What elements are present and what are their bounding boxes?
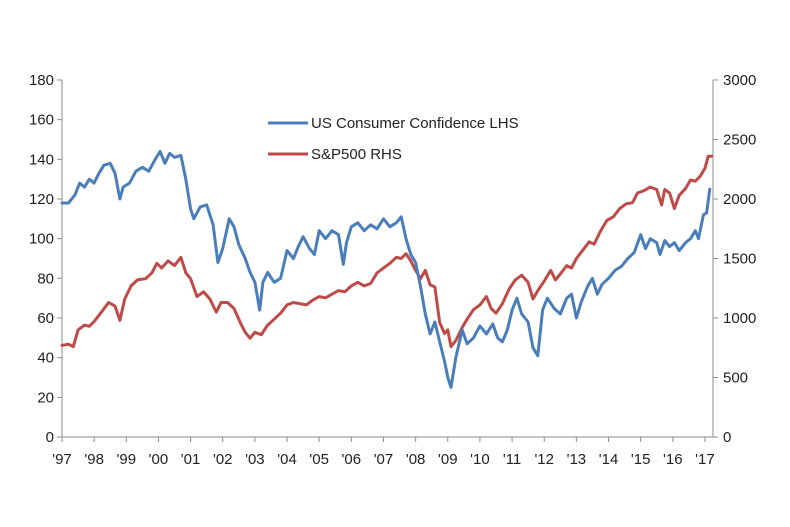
x-tick-label: '09	[438, 451, 458, 468]
right-tick-label: 0	[723, 429, 731, 446]
left-tick-label: 0	[46, 429, 54, 446]
right-tick-label: 500	[723, 370, 748, 387]
right-tick-label: 3000	[723, 72, 756, 89]
left-axis: 0 20 40 60 80 100 120 140 160 180	[29, 72, 63, 446]
x-tick-label: '13	[567, 451, 587, 468]
x-tick-label: '17	[695, 451, 715, 468]
series-line-consumer-confidence	[60, 149, 712, 389]
x-tick-label: '02	[213, 451, 233, 468]
left-tick-label: 120	[29, 191, 54, 208]
x-tick-label: '10	[470, 451, 490, 468]
x-axis: '97 '98 '99 '00 '01 '02 '03 '04 '05 '06 '07 '08 '09 '…	[52, 436, 715, 468]
left-tick-label: 180	[29, 72, 54, 89]
right-tick-label: 1000	[723, 310, 756, 327]
x-tick-label: '11	[503, 451, 521, 468]
right-tick-label: 2000	[723, 191, 756, 208]
x-tick-label: '16	[663, 451, 683, 468]
x-tick-label: '12	[534, 451, 554, 468]
legend-label-sp500: S&P500 RHS	[311, 146, 402, 163]
x-tick-label: '01	[181, 451, 201, 468]
left-tick-label: 160	[29, 112, 54, 129]
right-axis: 0 500 1000 1500 2000 2500 3000	[712, 72, 756, 446]
left-tick-label: 40	[37, 350, 54, 367]
left-tick-label: 60	[37, 310, 54, 327]
x-tick-label: '98	[84, 451, 104, 468]
right-tick-label: 2500	[723, 132, 756, 149]
right-tick-label: 1500	[723, 251, 756, 268]
left-tick-label: 20	[37, 389, 54, 406]
x-tick-label: '03	[245, 451, 265, 468]
left-tick-label: 80	[37, 270, 54, 287]
x-tick-label: '14	[599, 451, 619, 468]
x-tick-label: '05	[309, 451, 329, 468]
series-line-sp500	[60, 154, 713, 349]
x-tick-label: '07	[374, 451, 394, 468]
x-tick-label: '00	[149, 451, 169, 468]
legend: US Consumer Confidence LHS S&P500 RHS	[268, 115, 519, 163]
x-tick-label: '04	[277, 451, 297, 468]
legend-label-consumer-confidence: US Consumer Confidence LHS	[311, 115, 519, 132]
left-tick-label: 140	[29, 151, 54, 168]
left-tick-label: 100	[29, 231, 54, 248]
x-tick-label: '08	[406, 451, 426, 468]
x-tick-label: '99	[117, 451, 137, 468]
series-layer	[60, 149, 713, 389]
x-tick-label: '97	[52, 451, 72, 468]
x-tick-label: '06	[342, 451, 362, 468]
x-tick-label: '15	[631, 451, 651, 468]
